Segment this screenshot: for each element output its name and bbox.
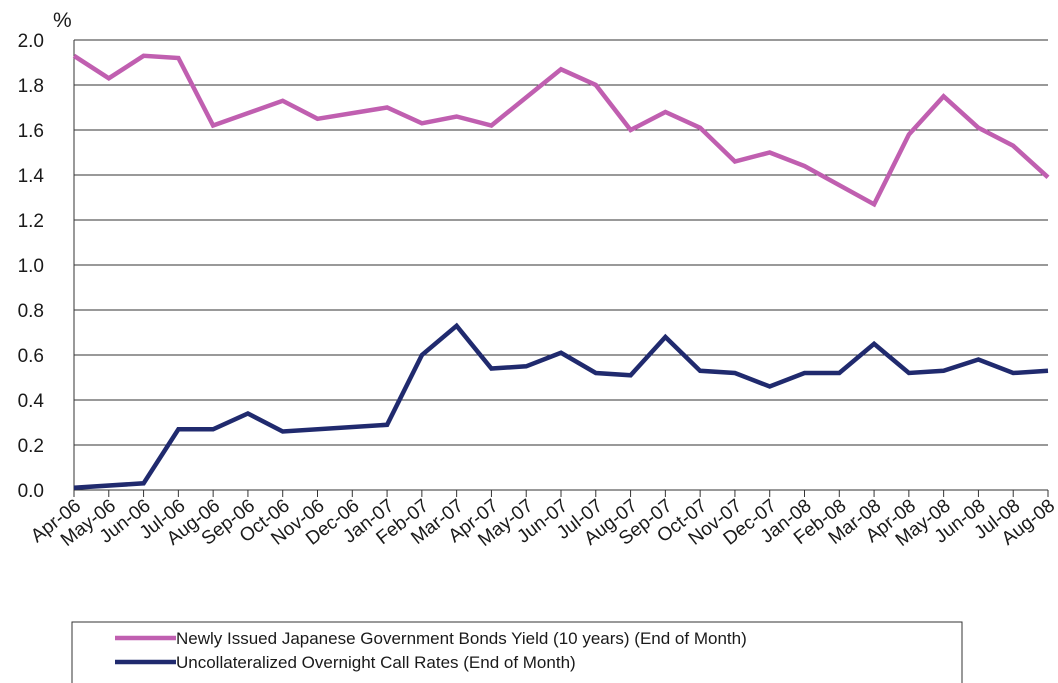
series-line-2 <box>73 322 1049 491</box>
y-tick-label: 1.0 <box>18 256 44 277</box>
axes <box>73 40 1049 497</box>
y-tick-label: 0.6 <box>18 346 44 367</box>
y-axis-ticks: 0.0 0.2 0.4 0.6 0.8 1.0 1.2 1.4 1.6 1.8 2.0 <box>18 31 45 502</box>
series-lines <box>72 53 1050 491</box>
y-axis-unit-label: % <box>53 9 72 32</box>
legend-box <box>71 621 963 683</box>
series-line-1 <box>72 53 1050 208</box>
y-tick-label: 1.2 <box>18 211 44 232</box>
legend: Newly Issued Japanese Government Bonds Y… <box>71 621 963 683</box>
x-axis-ticks: Apr-06May-06Jun-06Jul-06Aug-06Sep-06Oct-… <box>27 495 1058 551</box>
gridlines <box>74 39 1048 446</box>
y-tick-label: 1.4 <box>18 166 45 187</box>
y-tick-label: 1.6 <box>18 121 44 142</box>
y-tick-label: 0.0 <box>18 481 44 502</box>
y-tick-label: 0.8 <box>18 301 44 322</box>
legend-label-2: Uncollateralized Overnight Call Rates (E… <box>176 653 576 672</box>
y-tick-label: 1.8 <box>18 76 44 97</box>
y-tick-label: 0.2 <box>18 436 44 457</box>
y-tick-label: 2.0 <box>18 31 44 52</box>
legend-label-1: Newly Issued Japanese Government Bonds Y… <box>176 629 747 648</box>
y-tick-label: 0.4 <box>18 391 45 412</box>
